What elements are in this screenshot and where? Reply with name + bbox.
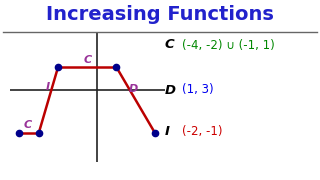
Text: D: D: [165, 84, 176, 96]
Text: I: I: [45, 82, 50, 92]
Text: D: D: [129, 84, 138, 94]
Text: (-4, -2) ∪ (-1, 1): (-4, -2) ∪ (-1, 1): [182, 39, 275, 51]
Text: (-2, -1): (-2, -1): [182, 125, 223, 138]
Text: Increasing Functions: Increasing Functions: [46, 5, 274, 24]
Text: (1, 3): (1, 3): [182, 84, 214, 96]
Text: I: I: [165, 125, 170, 138]
Text: C: C: [83, 55, 91, 65]
Text: C: C: [165, 39, 174, 51]
Text: C: C: [24, 120, 32, 130]
